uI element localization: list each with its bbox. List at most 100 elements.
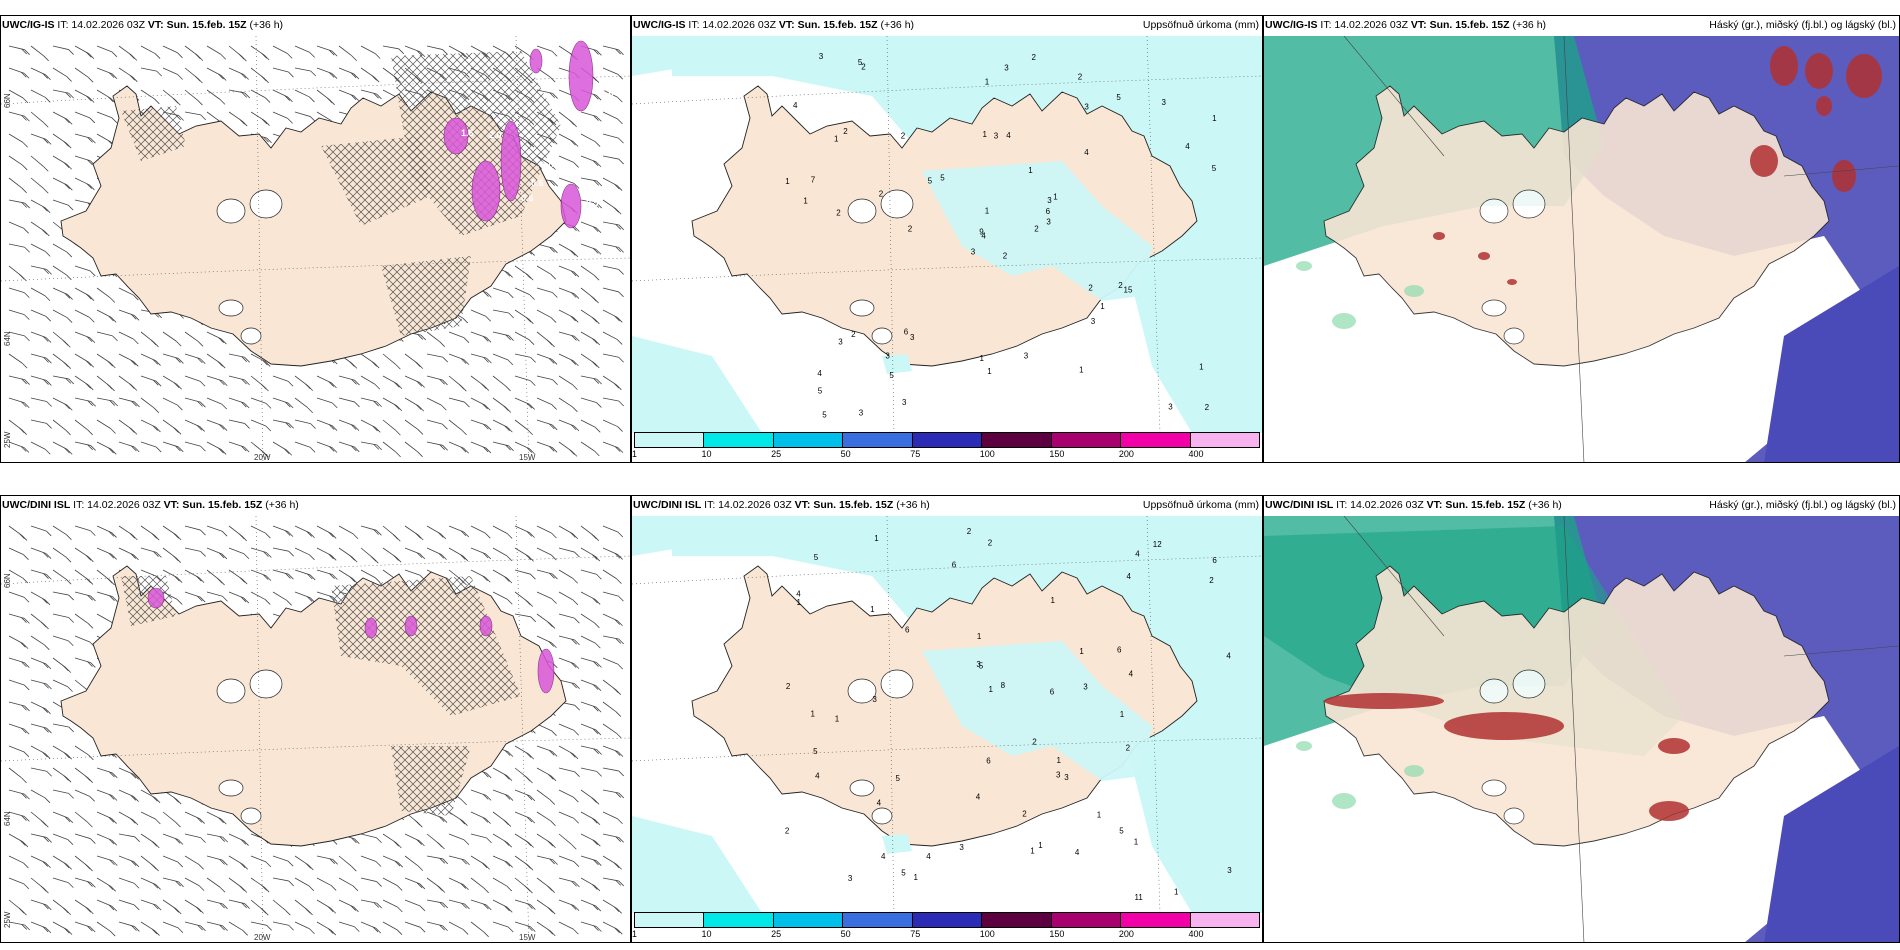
precip-value-label: 3 [1084, 103, 1089, 112]
lat-label: 66N [3, 573, 12, 588]
precip-value-label: 4 [793, 101, 798, 110]
colorbar-swatch [1190, 913, 1259, 927]
colorbar-swatch [1051, 913, 1122, 927]
lon-label: 20W [254, 453, 271, 462]
colorbar-tick: 75 [910, 449, 921, 459]
high-cloud-area [1433, 232, 1445, 240]
colorbar-swatch [773, 913, 844, 927]
precip-value-label: 5 [818, 387, 823, 396]
precip-value-label: 1 [803, 197, 808, 206]
colorbar-tick: 200 [1118, 449, 1134, 459]
colorbar-tick: 25 [771, 929, 782, 939]
precip-value-label: 1 [989, 685, 994, 694]
wind-map [1, 516, 630, 942]
colorbar-tick: 75 [910, 929, 921, 939]
cloud-panel-row2: UWC/DINI ISL IT: 14.02.2026 03Z VT: Sun.… [1263, 495, 1900, 943]
precip-value-label: 3 [994, 131, 999, 140]
high-cloud-area [1846, 54, 1882, 98]
precip-value-label: 3 [1064, 773, 1069, 782]
precip-colorbar: 1 10 25 50 75 100 150 200 400 [632, 912, 1262, 942]
precip-value-label: 3 [1056, 770, 1061, 779]
cloud-map [1264, 36, 1899, 462]
precip-value-label: 2 [1078, 72, 1083, 81]
precip-value-label: 1 [1051, 596, 1056, 605]
precip-value-label: 1 [874, 534, 879, 543]
precip-value-label: 3 [1091, 317, 1096, 326]
precip-value-label: 2 [836, 208, 841, 217]
snow-area [568, 40, 594, 112]
precip-title: Uppsöfnuð úrkoma (mm) [1142, 499, 1259, 511]
precip-value-label: 2 [1088, 283, 1093, 292]
precip-value-label: 4 [981, 231, 986, 240]
colorbar-tick: 400 [1188, 449, 1204, 459]
precip-value-label: 4 [1129, 669, 1134, 678]
precip-value-label: 4 [1185, 142, 1190, 151]
colorbar-swatch [1121, 433, 1191, 447]
precip-value-label: 2 [901, 132, 906, 141]
precip-value-label: 3 [959, 843, 964, 852]
colorbar-tick: 100 [979, 929, 995, 939]
precip-value-label: 3 [1083, 683, 1088, 692]
precip-value-label: 3 [819, 52, 824, 61]
panel-header: UWC/IG-IS IT: 14.02.2026 03Z VT: Sun. 15… [633, 19, 915, 31]
precip-value-label: 6 [952, 560, 957, 569]
precip-value-label: 3 [1227, 866, 1232, 875]
snow-value-label: 0.5 [586, 198, 599, 208]
snow-value-label: 1.6 [461, 128, 474, 138]
high-cloud-area [1770, 46, 1798, 86]
high-cloud-area [1832, 160, 1856, 192]
precip-value-label: 1 [1199, 362, 1204, 371]
precip-value-label: 1 [797, 598, 802, 607]
snow-area [443, 117, 469, 155]
snow-area [479, 615, 493, 637]
precip-value-label: 2 [1003, 252, 1008, 261]
precip-panel-row1: UWC/IG-IS IT: 14.02.2026 03Z VT: Sun. 15… [631, 15, 1263, 463]
precip-value-label: 2 [879, 190, 884, 199]
colorbar-swatch [912, 433, 983, 447]
snow-area [560, 183, 582, 229]
precip-value-label: 3 [976, 660, 981, 669]
precip-value-label: 3 [1004, 63, 1009, 72]
colorbar-tick: 50 [840, 929, 851, 939]
precip-value-label: 2 [1022, 810, 1027, 819]
precip-value-label: 4 [1006, 131, 1011, 140]
precip-value-label: 2 [861, 63, 866, 72]
snow-area [500, 120, 522, 202]
precip-value-label: 6 [1046, 207, 1051, 216]
high-cloud-area [1478, 252, 1490, 260]
precip-value-label: 2 [908, 225, 913, 234]
colorbar-swatch [1190, 433, 1259, 447]
precip-value-label: 1 [1038, 841, 1043, 850]
precip-value-label: 3 [902, 398, 907, 407]
panel-header: UWC/IG-IS IT: 14.02.2026 03Z VT: Sun. 15… [2, 19, 284, 31]
snow-area [147, 587, 165, 609]
precip-value-label: 3 [971, 248, 976, 257]
precip-value-label: 6 [1050, 688, 1055, 697]
precip-value-label: 1 [1134, 837, 1139, 846]
precip-value-label: 6 [904, 328, 909, 337]
precip-value-label: 1 [1028, 166, 1033, 175]
colorbar-swatch [704, 433, 774, 447]
colorbar-tick: 100 [979, 449, 995, 459]
precip-value-label: 5 [896, 774, 901, 783]
cloud-map [1264, 516, 1899, 942]
colorbar-swatch [773, 433, 844, 447]
precip-value-label: 2 [1126, 744, 1131, 753]
snow-value-label: 0.6 [521, 193, 534, 203]
lat-label: 66N [3, 93, 12, 108]
colorbar-swatch [843, 913, 913, 927]
precip-value-label: 1 [811, 709, 816, 718]
precip-value-label: 1 [1174, 887, 1179, 896]
precip-value-label: 1 [870, 605, 875, 614]
colorbar-tick: 10 [701, 449, 712, 459]
snow-area [537, 648, 555, 694]
precip-value-label: 4 [1084, 148, 1089, 157]
precip-value-label: 4 [1127, 572, 1132, 581]
colorbar-swatch [635, 913, 705, 927]
precip-value-label: 3 [838, 338, 843, 347]
precip-value-label: 1 [983, 130, 988, 139]
precip-value-label: 1 [835, 714, 840, 723]
precip-value-label: 3 [910, 333, 915, 342]
precip-value-label: 3 [1168, 402, 1173, 411]
snow-value-label: 0.4 [585, 186, 598, 196]
